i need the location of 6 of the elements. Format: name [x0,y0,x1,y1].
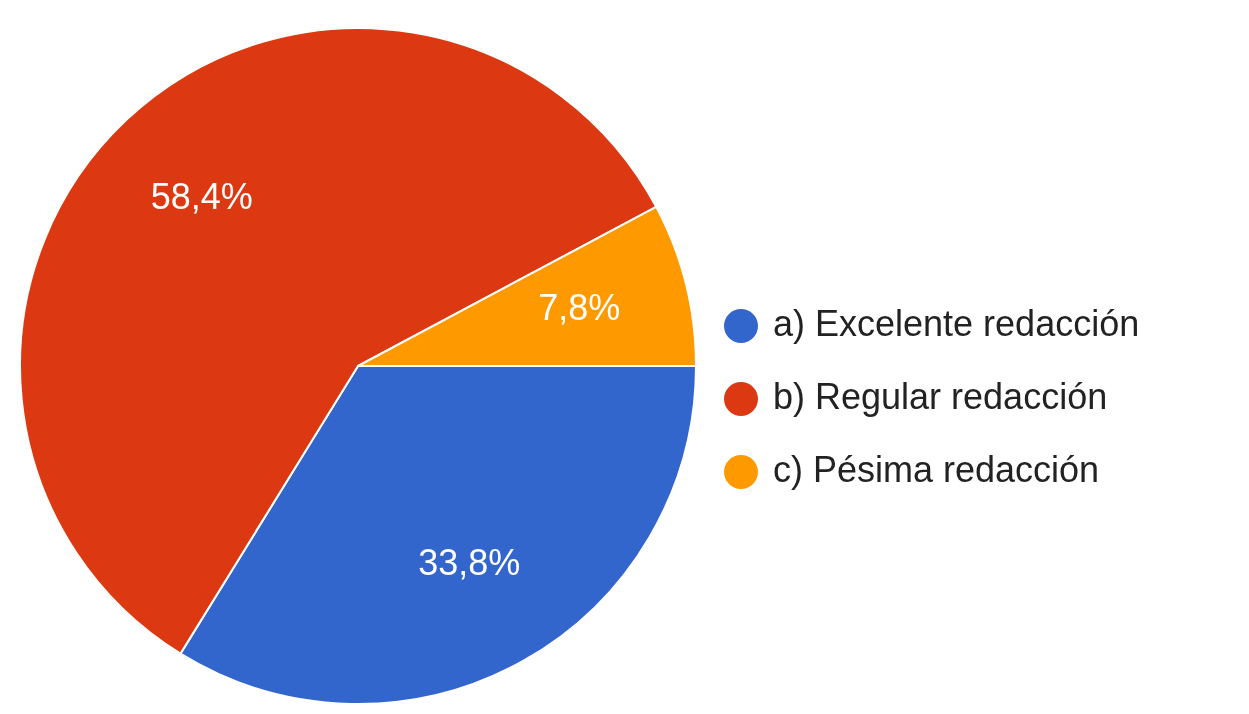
legend-label: b) Regular redacción [773,375,1108,417]
data-label: 58,4% [150,176,253,218]
legend-label: c) Pésima redacción [773,448,1100,490]
data-label: 7,8% [538,287,621,329]
data-label: 33,8% [418,541,521,583]
legend-label: a) Excelente redacción [773,302,1140,344]
